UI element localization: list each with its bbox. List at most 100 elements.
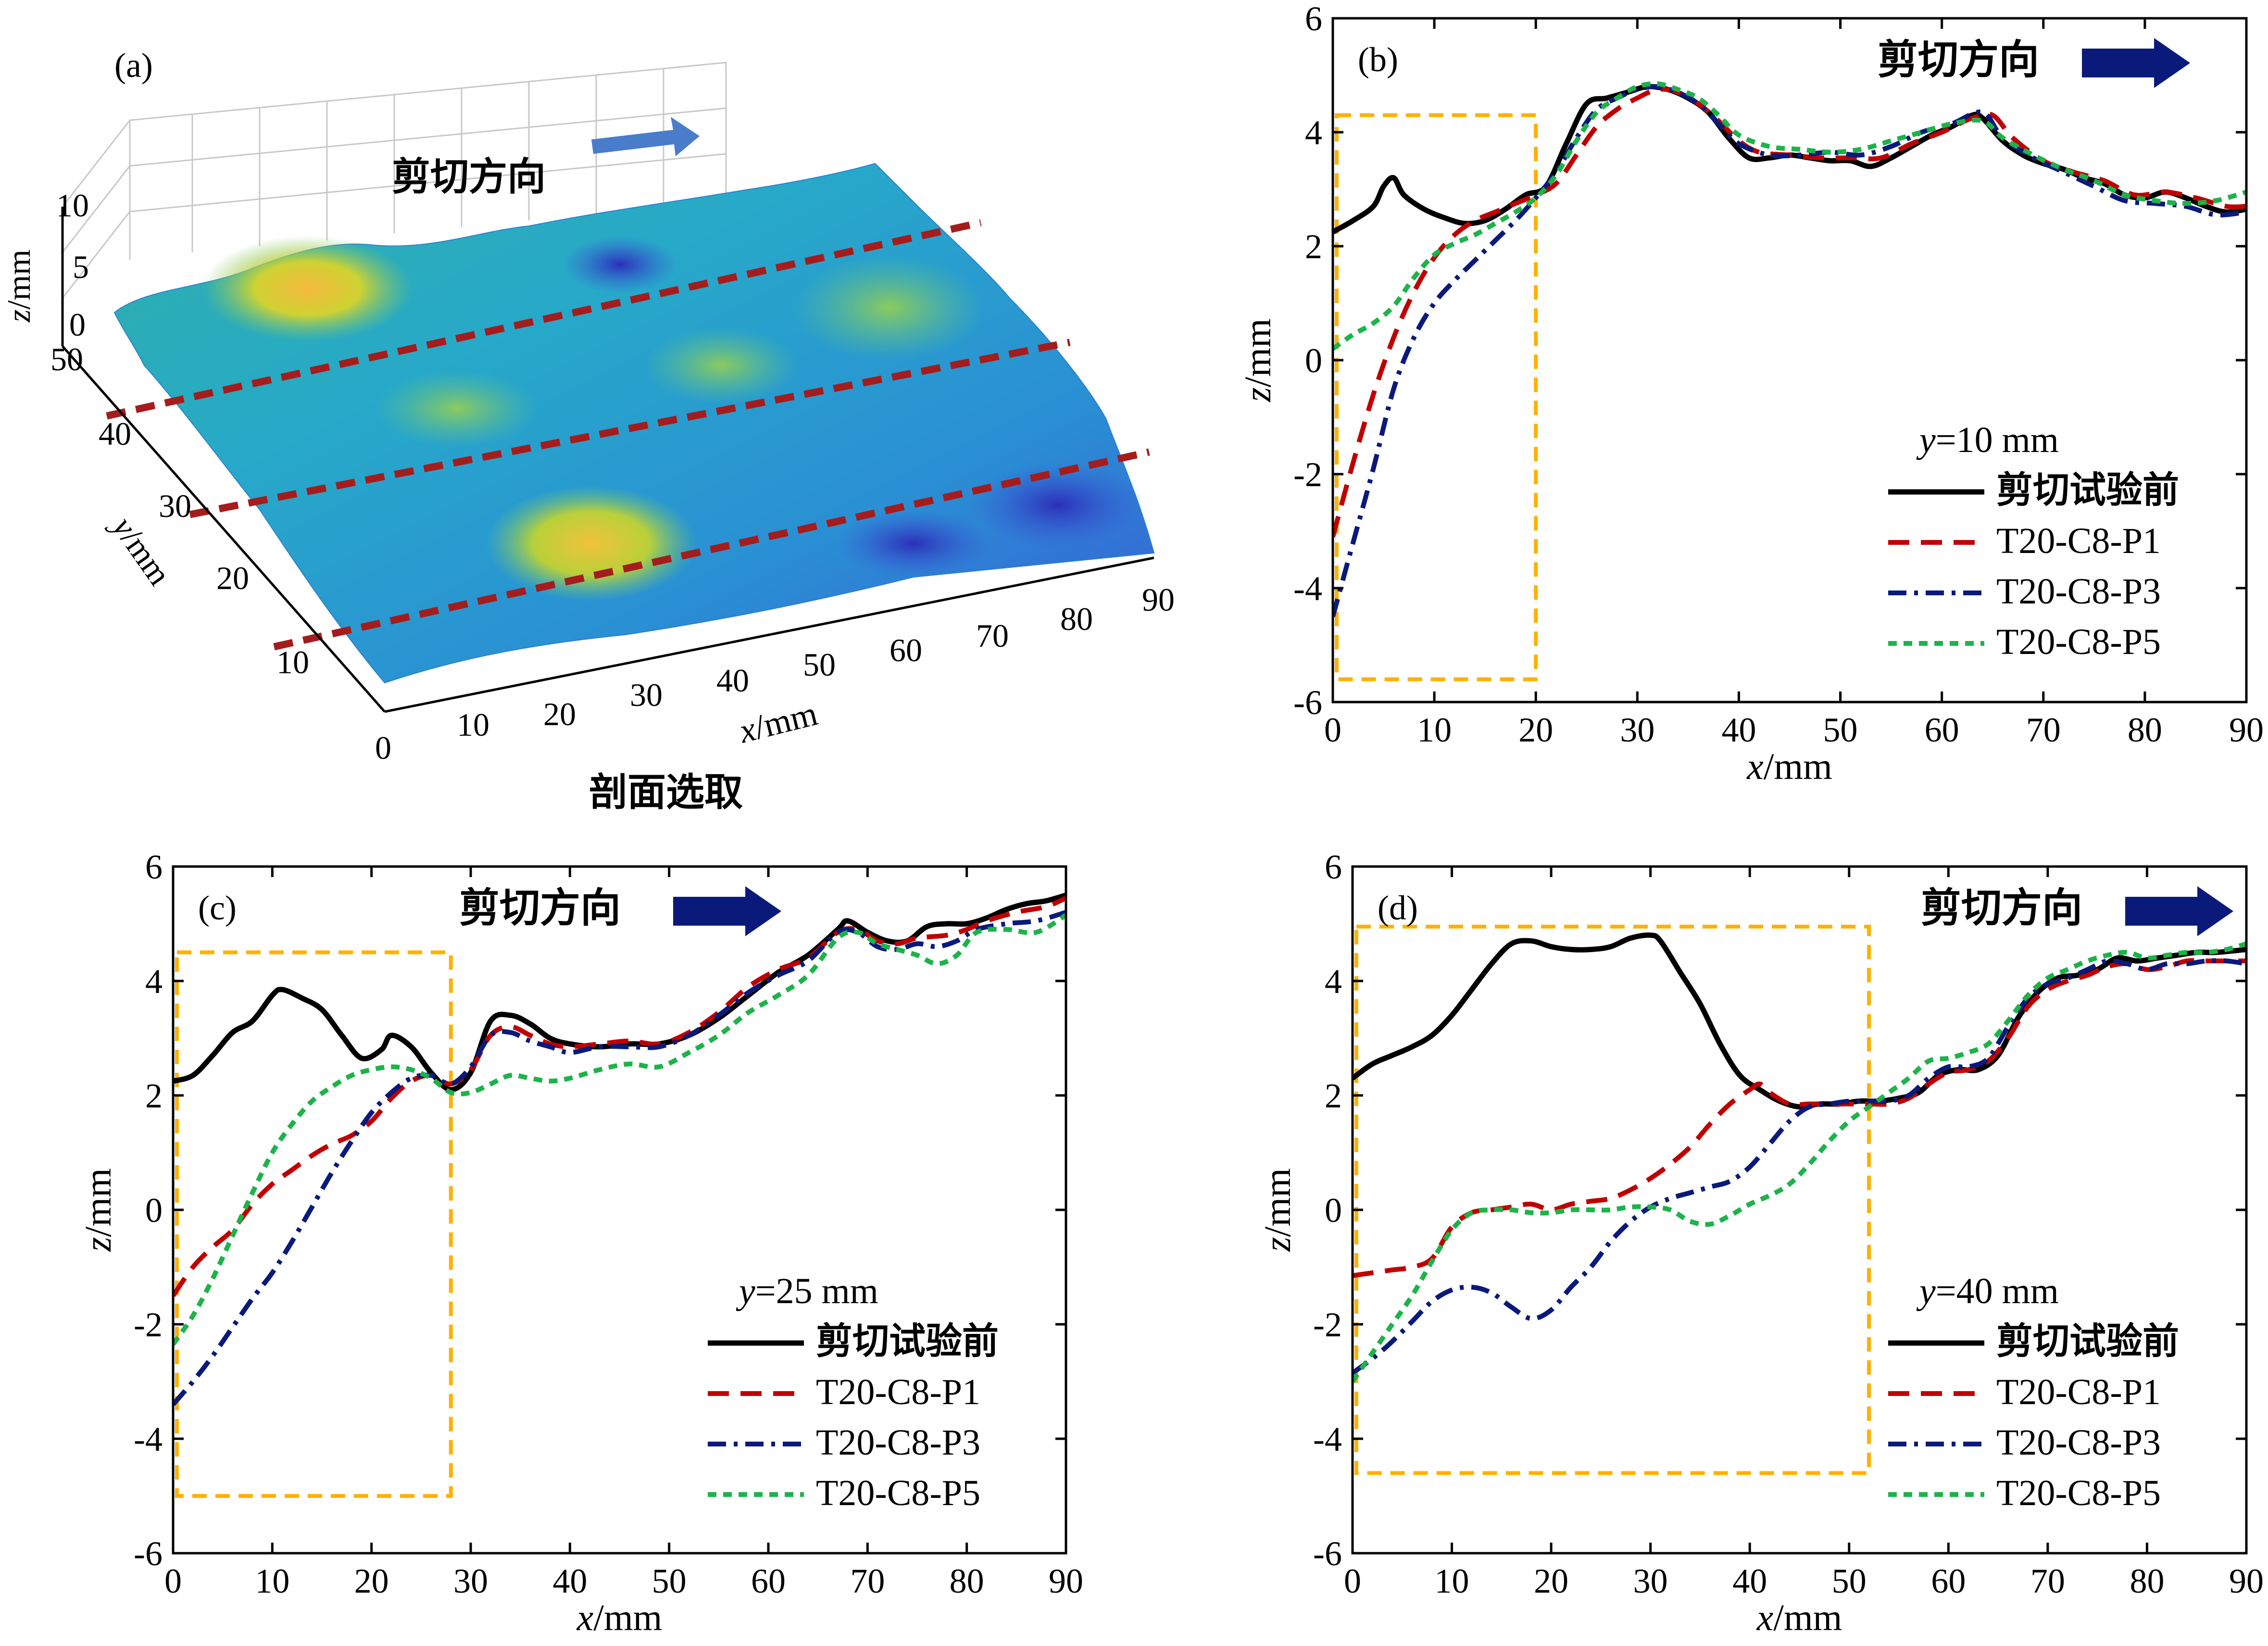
chart-c-ytick-label-3: 0 (145, 1191, 163, 1230)
chart-c-ylabel-unit: /mm (77, 1168, 119, 1237)
chart-d-xtick-label-8: 80 (2130, 1562, 2164, 1600)
chart-b-ylabel: z/mm (1237, 318, 1278, 402)
chart-c-series-0 (173, 892, 1066, 1093)
panel-d-chart: 0 10 20 30 40 50 60 70 80 90-6-4-20246x/mmz/mm(d)… (1256, 848, 2264, 1638)
chart-d-xtick-label-4: 40 (1732, 1562, 1767, 1600)
chart-c-xtick-label-7: 70 (850, 1562, 885, 1600)
chart-c-xtick-label-1: 10 (255, 1562, 289, 1600)
section-lines (106, 219, 1150, 651)
y-tick-30: 30 (159, 488, 191, 524)
section-line-y40 (106, 219, 982, 420)
y-tick-40: 40 (99, 415, 131, 452)
chart-c-annotation-value: =25 mm (755, 1271, 878, 1311)
chart-c-xlabel-var: x (576, 1596, 594, 1638)
chart-b-shear-arrow-icon (2082, 38, 2190, 88)
panel-a-label: (a) (114, 46, 153, 85)
chart-d-xtick-label-7: 70 (2030, 1562, 2065, 1600)
surface-peak-1 (202, 236, 414, 341)
x-tick-10: 10 (457, 706, 489, 743)
chart-b-ylabel-unit: /mm (1237, 318, 1278, 387)
chart-d-xlabel-unit: /mm (1773, 1596, 1842, 1638)
chart-d-xtick-label-0: 0 (1344, 1562, 1361, 1600)
chart-b-ytick-label-2: -2 (1293, 455, 1322, 494)
panel-b-chart: 0 10 20 30 40 50 60 70 80 90-6-4-20246x/mmz/mm(b)… (1237, 0, 2264, 787)
chart-d-panel-label: (d) (1378, 889, 1418, 927)
chart-b-shear-direction-label: 剪切方向 (1878, 36, 2039, 83)
chart-d-ytick-label-6: 6 (1325, 848, 1342, 886)
chart-b-xtick-label-6: 60 (1925, 711, 1959, 749)
surface-trough-2 (971, 462, 1144, 548)
chart-d-ytick-label-3: 0 (1325, 1191, 1342, 1230)
chart-b-ytick-label-3: 0 (1305, 341, 1322, 380)
chart-b-ytick-label-1: -4 (1293, 569, 1322, 608)
chart-c-legend-label-3: T20-C8-P5 (816, 1473, 980, 1513)
chart-b-series-2 (1333, 84, 2246, 617)
section-line-y10 (273, 448, 1150, 651)
chart-c-xtick-label-0: 0 (164, 1562, 182, 1600)
chart-c-xtick-label-8: 80 (950, 1562, 984, 1600)
chart-c-xtick-label-3: 30 (453, 1562, 488, 1600)
panel-a-arrow-icon (591, 117, 700, 156)
chart-d-legend-label-0: 剪切试验前 (1996, 1319, 2179, 1362)
chart-d-ytick-label-2: -2 (1313, 1306, 1342, 1344)
chart-c-series-2 (173, 910, 1066, 1406)
x-tick-50: 50 (803, 646, 836, 683)
chart-c-shear-arrow-icon (673, 886, 781, 936)
chart-c-panel-label: (c) (198, 889, 237, 927)
chart-d-series-2 (1353, 958, 2246, 1375)
chart-b-xtick-label-1: 10 (1417, 711, 1452, 749)
chart-c-xtick-label-9: 90 (1049, 1562, 1083, 1600)
surface-green-2 (644, 327, 798, 404)
chart-d-xtick-label-5: 50 (1832, 1562, 1867, 1600)
z-tick-10: 10 (56, 187, 89, 224)
chart-b-ytick-label-4: 2 (1305, 227, 1322, 266)
y-tick-20: 20 (216, 560, 249, 596)
chart-d-series-0 (1353, 932, 2246, 1110)
chart-b-xlabel-var: x (1746, 745, 1764, 787)
chart-c-series-group (173, 892, 1066, 1406)
chart-d-xtick-label-3: 30 (1633, 1562, 1668, 1600)
chart-b-xlabel: x/mm (1746, 745, 1832, 787)
chart-b-xtick-label-2: 20 (1518, 711, 1553, 749)
chart-c-legend-label-1: T20-C8-P1 (816, 1372, 980, 1412)
chart-c-ytick-label-2: -2 (134, 1306, 163, 1344)
chart-b-xtick-label-7: 70 (2026, 711, 2061, 749)
y-tick-50: 50 (50, 341, 83, 377)
chart-c-legend-label-2: T20-C8-P3 (816, 1422, 980, 1463)
chart-d-annotation: y=40 mm (1916, 1271, 2059, 1311)
panel-a-y-ticks: 50 40 30 20 10 (50, 341, 309, 680)
chart-d-ytick-label-5: 4 (1325, 962, 1342, 1001)
chart-c-legend-label-0: 剪切试验前 (816, 1319, 999, 1362)
surface-trough-1 (563, 236, 678, 293)
panel-a-surface: (a) 剪切方向 剖面选取 10 5 0 z/mm 50 40 30 20 10… (0, 46, 1175, 815)
x-tick-80: 80 (1060, 601, 1093, 637)
chart-b-xlabel-unit: /mm (1764, 745, 1832, 787)
surface-peak-2 (486, 486, 697, 601)
y-tick-10: 10 (276, 644, 309, 680)
panel-a-arrow-label: 剪切方向 (392, 154, 546, 199)
panel-c-chart: 0 10 20 30 40 50 60 70 80 90-6-4-20246x/mmz/mm(c)… (77, 848, 1083, 1638)
chart-d-legend-label-3: T20-C8-P5 (1996, 1473, 2161, 1513)
surface-green-1 (793, 255, 986, 361)
chart-b-series-0 (1333, 84, 2246, 235)
chart-d-legend-label-1: T20-C8-P1 (1996, 1372, 2161, 1412)
chart-c-ytick-label-1: -4 (134, 1420, 163, 1458)
chart-c-ytick-label-6: 6 (145, 848, 163, 886)
chart-c-ytick-label-4: 2 (145, 1077, 163, 1115)
chart-d-series-1 (1353, 958, 2246, 1278)
chart-c-ylabel-var: z (77, 1237, 119, 1252)
panel-a-z-ticks: 10 5 0 (56, 187, 89, 343)
chart-d-xlabel-var: x (1756, 1596, 1774, 1638)
x-tick-60: 60 (890, 632, 922, 668)
x-tick-20: 20 (543, 696, 576, 732)
chart-b-xtick-label-5: 50 (1823, 711, 1858, 749)
chart-c-ylabel: z/mm (77, 1168, 119, 1252)
chart-b-ytick-label-6: 6 (1305, 0, 1322, 38)
chart-c-ytick-label-5: 4 (145, 962, 163, 1001)
chart-d-annotation-var: y (1916, 1271, 1936, 1311)
chart-b-xtick-label-8: 80 (2128, 711, 2162, 749)
chart-c-xtick-label-4: 40 (552, 1562, 587, 1600)
chart-b-legend-label-0: 剪切试验前 (1996, 468, 2179, 511)
x-tick-0: 0 (375, 729, 391, 766)
